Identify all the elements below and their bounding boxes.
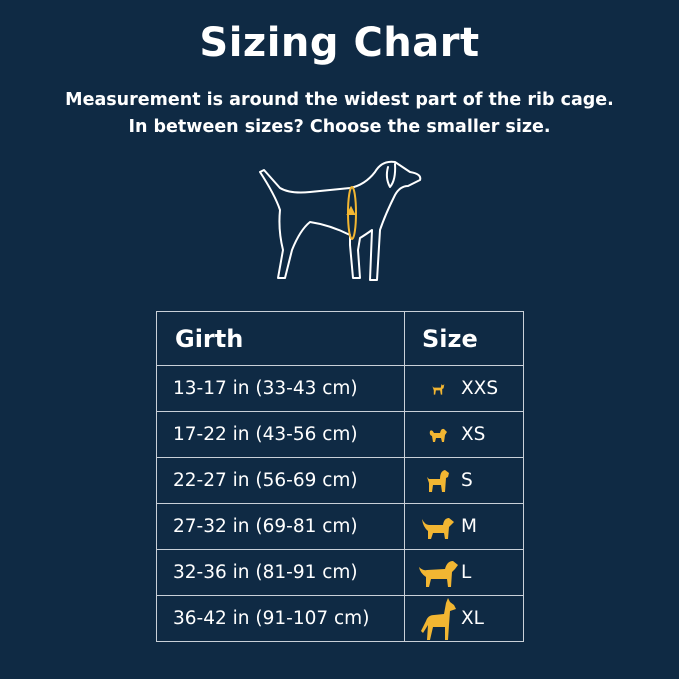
girth-cell: 36-42 in (91-107 cm) [156,595,405,642]
size-cell: XXS [404,365,524,412]
size-label: S [461,470,473,491]
size-label: XS [461,424,486,445]
spaniel-icon [415,513,461,541]
retriever-icon [415,557,461,589]
size-label: XXS [461,378,499,399]
size-cell: XL [404,595,524,642]
table-row: 17-22 in (43-56 cm) XS [156,411,524,458]
subtitle-line-2: In between sizes? Choose the smaller siz… [128,117,551,137]
size-cell: L [404,549,524,596]
table-row: 22-27 in (56-69 cm) S [156,457,524,504]
size-label: XL [461,608,484,629]
girth-cell: 22-27 in (56-69 cm) [156,457,405,504]
size-header: Size [404,311,524,366]
size-cell: M [404,503,524,550]
size-label: M [461,516,477,537]
size-cell: XS [404,411,524,458]
girth-cell: 32-36 in (81-91 cm) [156,549,405,596]
sizing-table: Girth Size 13-17 in (33-43 cm) XXS 17-22 … [156,311,524,642]
table-row: 36-42 in (91-107 cm) XL [156,595,524,642]
great-dane-icon [415,597,461,641]
pomeranian-icon [415,425,461,445]
girth-cell: 13-17 in (33-43 cm) [156,365,405,412]
size-label: L [461,562,472,583]
page-title: Sizing Chart [199,20,480,66]
chihuahua-icon [415,382,461,396]
poodle-icon [415,467,461,495]
table-row: 32-36 in (81-91 cm) L [156,549,524,596]
table-header-row: Girth Size [156,311,524,366]
girth-cell: 17-22 in (43-56 cm) [156,411,405,458]
subtitle-line-1: Measurement is around the widest part of… [65,90,614,110]
girth-cell: 27-32 in (69-81 cm) [156,503,405,550]
table-row: 13-17 in (33-43 cm) XXS [156,365,524,412]
table-row: 27-32 in (69-81 cm) M [156,503,524,550]
dog-girth-measurement-icon [259,160,422,281]
size-cell: S [404,457,524,504]
girth-header: Girth [156,311,405,366]
